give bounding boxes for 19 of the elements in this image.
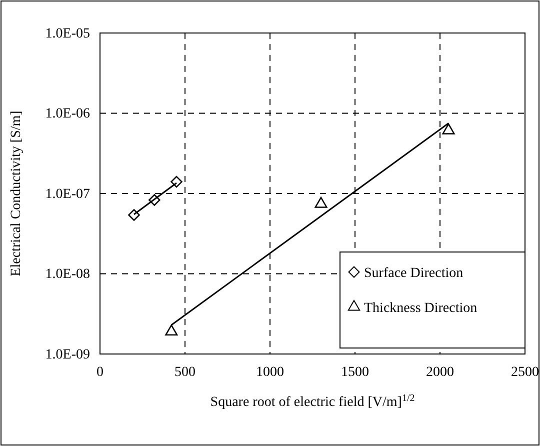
point	[170, 176, 182, 188]
x-tick-label: 500	[174, 364, 196, 380]
x-tick-label: 2000	[426, 364, 454, 380]
y-tick-label: 1.0E-09	[45, 347, 90, 362]
y-tick-label: 1.0E-05	[45, 26, 90, 42]
legend-label: Surface Direction	[364, 266, 464, 281]
x-tick-label: 0	[96, 364, 104, 380]
y-axis-title: Electrical Conductivity [S/m]	[9, 110, 24, 276]
y-tick-label: 1.0E-07	[45, 186, 90, 202]
point	[128, 209, 140, 221]
legend-label: Thickness Direction	[364, 301, 478, 316]
y-tick-label: 1.0E-06	[45, 106, 90, 122]
point	[314, 196, 328, 208]
x-tick-label: 1500	[341, 364, 369, 380]
x-axis-title: Square root of electric field [V/m]$^{1/2}$	[210, 392, 415, 410]
x-tick-label: 1000	[256, 364, 284, 380]
x-tick-label: 2500	[511, 364, 539, 380]
point	[165, 324, 178, 336]
y-tick-label: 1.0E-08	[45, 267, 90, 282]
